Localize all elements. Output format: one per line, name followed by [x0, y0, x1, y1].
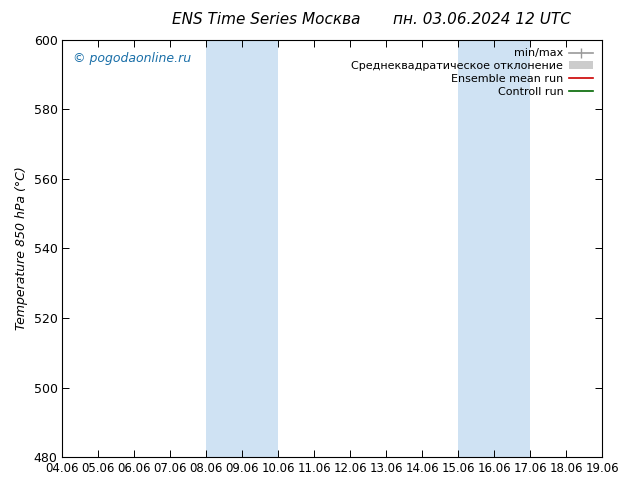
Bar [206, 40, 278, 457]
Text: © pogodaonline.ru: © pogodaonline.ru [73, 52, 191, 65]
Bar [458, 40, 530, 457]
Y-axis label: Temperature 850 hPa (°C): Temperature 850 hPa (°C) [15, 167, 28, 330]
Legend: min/max, Среднеквадратическое отклонение, Ensemble mean run, Controll run: min/max, Среднеквадратическое отклонение… [348, 45, 597, 100]
Text: ENS Time Series Москва: ENS Time Series Москва [172, 12, 361, 27]
Text: пн. 03.06.2024 12 UTC: пн. 03.06.2024 12 UTC [393, 12, 571, 27]
